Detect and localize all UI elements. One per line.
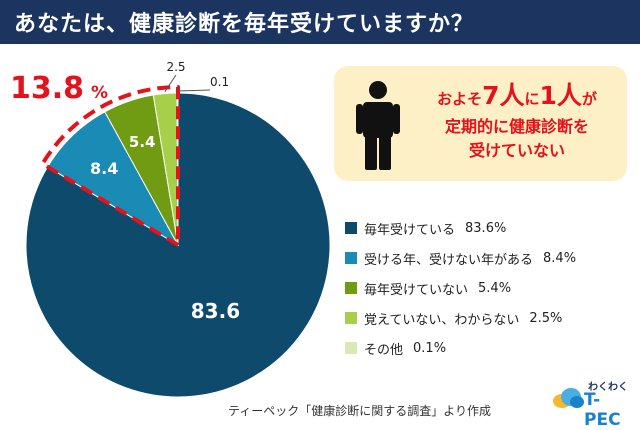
- slice-label-2: 5.4: [129, 133, 156, 151]
- pie-slice-0: [25, 92, 330, 398]
- legend-label: 毎年受けていない: [364, 282, 469, 298]
- legend-label: その他: [364, 342, 404, 358]
- legend-percent: 8.4%: [543, 250, 577, 266]
- legend-item: 毎年受けていない 5.4%: [345, 273, 635, 303]
- legend-item: 受ける年、受けない年がある 8.4%: [345, 243, 635, 273]
- legend-percent: 83.6%: [465, 220, 507, 236]
- callout-line-2: 定期的に健康診断を: [444, 117, 589, 136]
- legend-item: その他 0.1%: [345, 333, 635, 363]
- legend-percent: 0.1%: [413, 340, 447, 356]
- callout-line-1: およそ7人に1人が: [414, 80, 620, 115]
- source-note: ティーペック「健康診断に関する調査」より作成: [228, 404, 492, 418]
- slice-label-4: 0.1: [210, 75, 229, 89]
- legend-percent: 5.4%: [478, 280, 512, 296]
- highlight-outline: [40, 85, 180, 247]
- highlight-unit: %: [91, 83, 108, 103]
- legend-percent: 2.5%: [529, 310, 563, 326]
- legend-swatch: [345, 222, 357, 234]
- callout-box: およそ7人に1人が 定期的に健康診断を 受けていない: [334, 66, 627, 181]
- cloud-icon: [553, 388, 584, 408]
- leader-line-3: [164, 74, 177, 92]
- legend-swatch: [345, 312, 357, 324]
- pie-chart: 83.6 8.4 5.4 2.5 0.1 13.8%: [10, 60, 330, 398]
- title-bar: あなたは、健康診断を毎年受けていますか？: [0, 0, 640, 44]
- leader-line-4: [177, 89, 211, 92]
- callout-line-3: 受けていない: [468, 141, 565, 160]
- legend-label: 受ける年、受けない年がある: [364, 252, 534, 268]
- logo-main-text: T-PEC: [584, 390, 621, 430]
- legend-swatch: [345, 342, 357, 354]
- person-icon: [356, 81, 400, 170]
- callout-seven-people: 7人: [482, 81, 525, 110]
- logo-small-text: わくわく: [588, 382, 628, 393]
- legend-swatch: [345, 252, 357, 264]
- slice-label-1: 8.4: [90, 159, 118, 178]
- slice-label-0: 83.6: [191, 299, 240, 323]
- slice-label-3: 2.5: [166, 60, 185, 74]
- legend-swatch: [345, 282, 357, 294]
- callout-text: およそ7人に1人が 定期的に健康診断を 受けていない: [414, 80, 620, 163]
- legend-item: 毎年受けている 83.6%: [345, 213, 635, 243]
- callout-word-ni: に: [524, 90, 540, 108]
- legend-label: 覚えていない、わからない: [364, 312, 520, 328]
- legend-label: 毎年受けている: [364, 222, 456, 238]
- highlight-value: 13.8: [10, 71, 84, 106]
- legend-item: 覚えていない、わからない 2.5%: [345, 303, 635, 333]
- callout-word-about: およそ: [437, 90, 483, 108]
- chart-legend: 毎年受けている 83.6% 受ける年、受けない年がある 8.4% 毎年受けていない 5.4…: [345, 213, 635, 363]
- tpec-logo: わくわく T-PEC: [552, 378, 634, 430]
- callout-one-person: 1人: [539, 81, 582, 110]
- callout-word-ga: が: [581, 90, 597, 108]
- chart-title: あなたは、健康診断を毎年受けていますか？: [14, 12, 475, 37]
